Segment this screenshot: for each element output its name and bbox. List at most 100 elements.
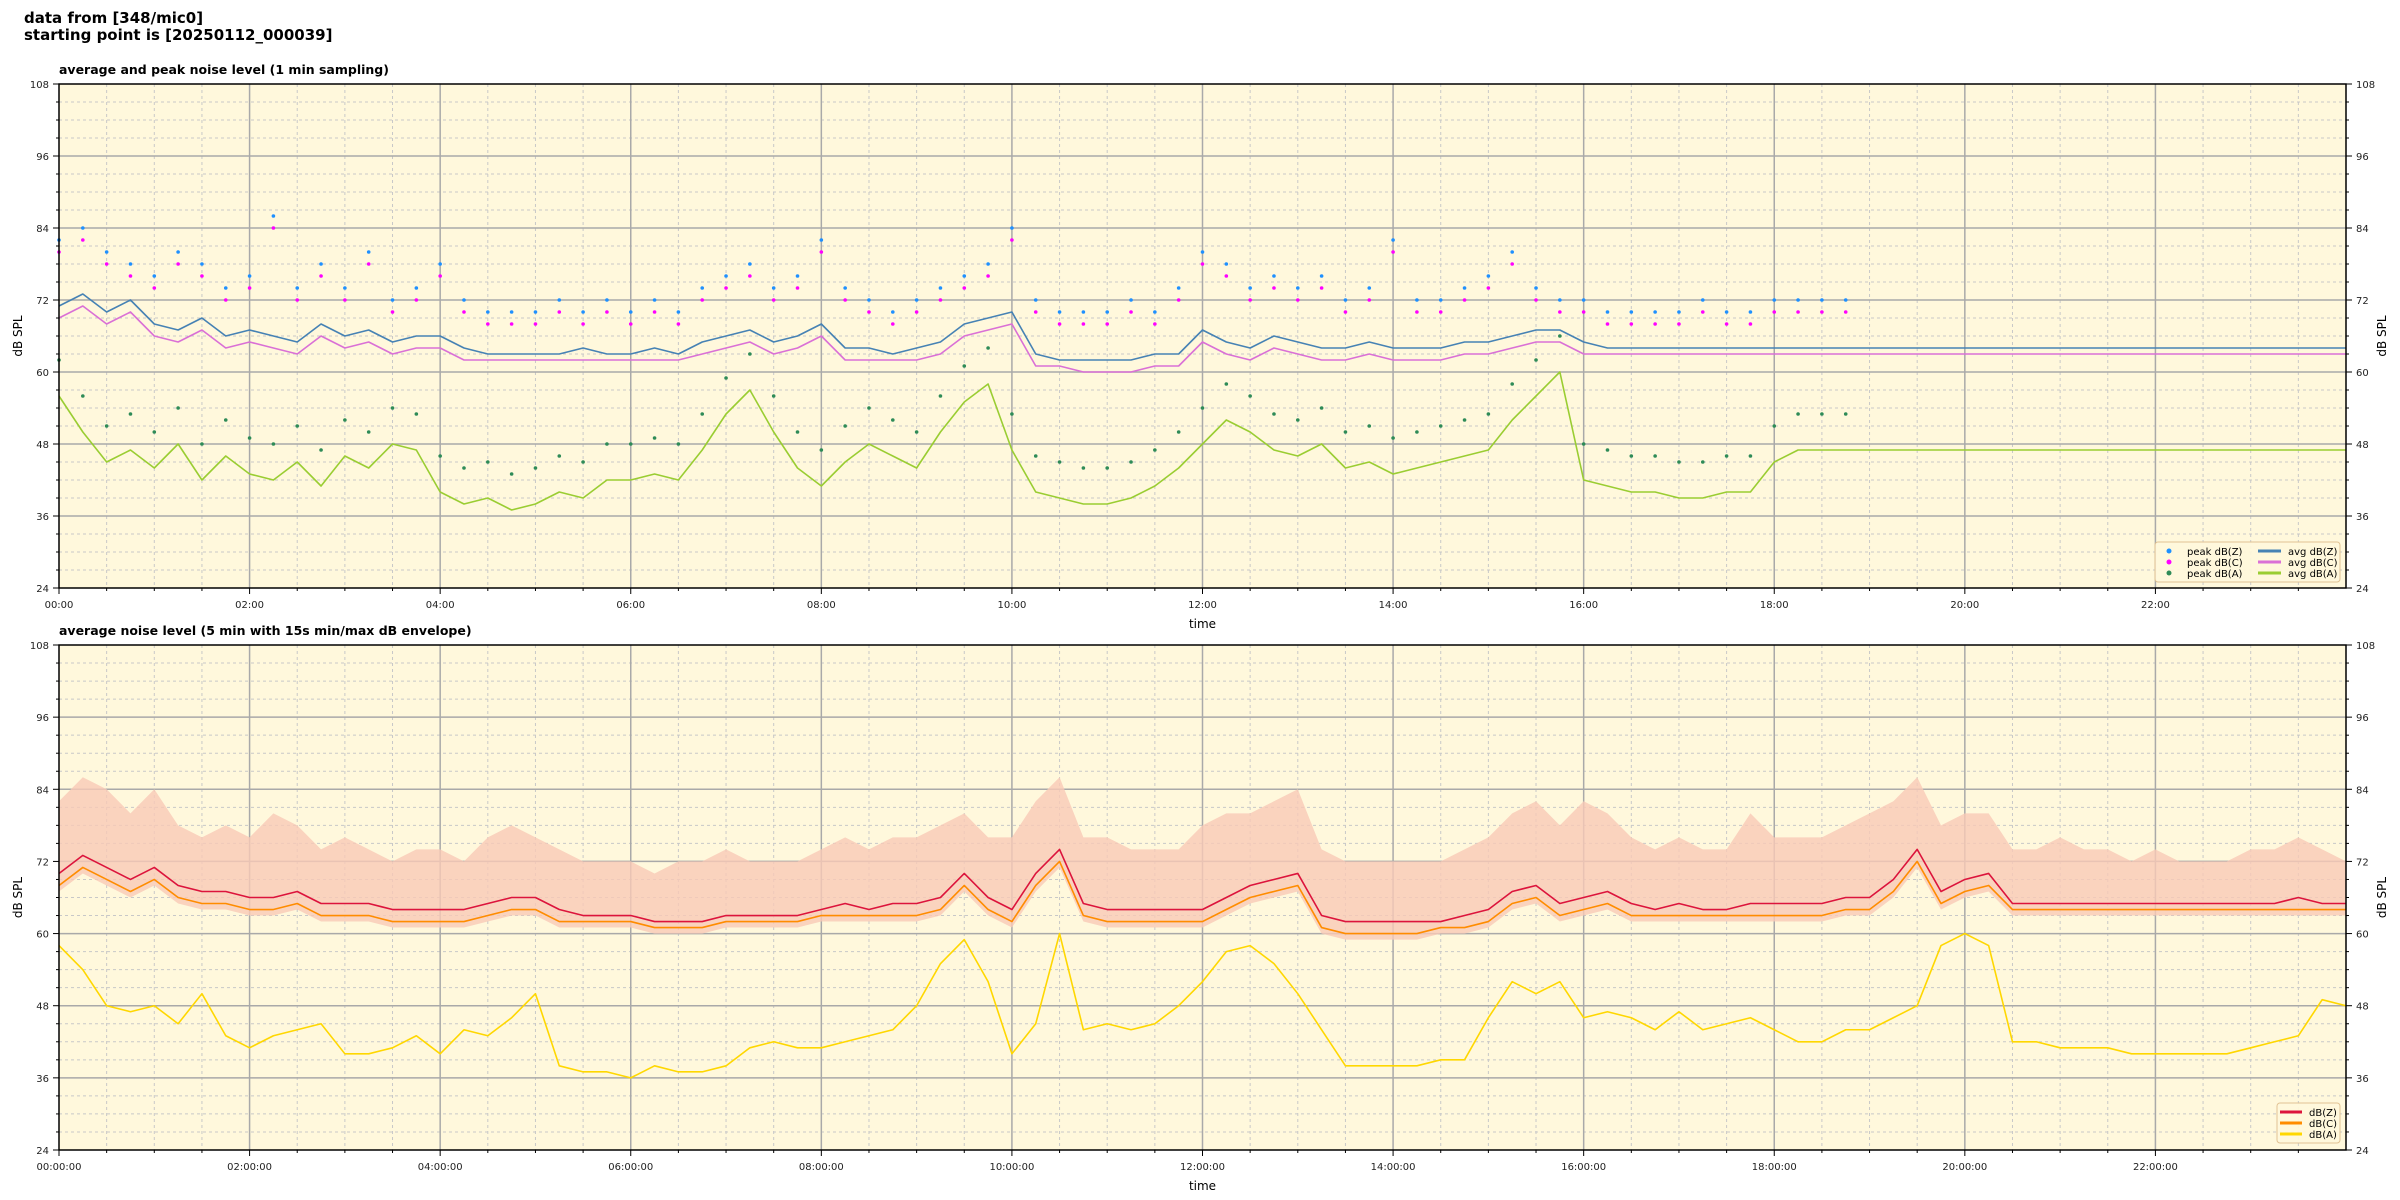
peak-point bbox=[1438, 424, 1443, 428]
peak-point bbox=[223, 286, 228, 290]
peak-point bbox=[1558, 310, 1562, 314]
series-line-db-z- bbox=[58, 848, 2346, 923]
peak-point bbox=[843, 286, 847, 290]
peak-point bbox=[1843, 310, 1848, 314]
peak-point bbox=[652, 298, 657, 302]
peak-point bbox=[1391, 238, 1395, 242]
peak-point bbox=[1343, 430, 1348, 434]
chart-title: average noise level (5 min with 15s min/… bbox=[59, 623, 472, 638]
peak-point bbox=[1534, 358, 1538, 362]
peak-point bbox=[1129, 298, 1133, 302]
header-source: data from [348/mic0] bbox=[24, 9, 204, 27]
y-axis-label-right: dB SPL bbox=[2375, 877, 2389, 919]
peak-point bbox=[1486, 412, 1491, 416]
peak-point bbox=[1176, 286, 1181, 290]
peak-point bbox=[1272, 286, 1276, 290]
peak-point bbox=[1295, 298, 1300, 302]
peak-point bbox=[557, 310, 562, 314]
x-tick-label: 06:00:00 bbox=[608, 1162, 653, 1173]
peak-point bbox=[128, 274, 133, 278]
peak-point bbox=[700, 286, 705, 290]
peak-point bbox=[795, 274, 800, 278]
peak-point bbox=[1677, 322, 1681, 326]
y-tick-label-left: 48 bbox=[36, 1002, 49, 1013]
peak-point bbox=[867, 406, 871, 410]
peak-point bbox=[867, 310, 871, 314]
peak-point bbox=[271, 442, 276, 446]
peak-point bbox=[1843, 298, 1848, 302]
series-line-avg-db-z- bbox=[58, 293, 2346, 361]
peak-point bbox=[652, 310, 657, 314]
legend-label: dB(Z) bbox=[2309, 1108, 2337, 1119]
peak-point bbox=[1105, 310, 1110, 314]
peak-point bbox=[605, 310, 609, 314]
peak-point bbox=[223, 418, 228, 422]
legend-marker bbox=[2166, 559, 2172, 565]
peak-point bbox=[1581, 442, 1586, 446]
y-tick-label-right: 96 bbox=[2356, 152, 2369, 163]
y-tick-label-left: 36 bbox=[36, 1074, 49, 1085]
peak-point bbox=[1033, 310, 1038, 314]
peak-point bbox=[1462, 418, 1467, 422]
peak-point bbox=[676, 310, 681, 314]
peak-point bbox=[724, 376, 728, 380]
peak-point bbox=[128, 412, 133, 416]
peak-point bbox=[771, 286, 776, 290]
peak-point bbox=[1629, 454, 1634, 458]
peak-point bbox=[462, 298, 466, 302]
peak-point bbox=[1605, 322, 1610, 326]
y-axis-label-left: dB SPL bbox=[11, 877, 25, 919]
legend: dB(Z)dB(C)dB(A) bbox=[2276, 1102, 2341, 1144]
peak-point bbox=[343, 286, 347, 290]
peak-point bbox=[1319, 274, 1324, 278]
peak-point bbox=[81, 226, 85, 230]
peak-point bbox=[1010, 412, 1014, 416]
legend-marker bbox=[2166, 570, 2172, 576]
peak-point bbox=[1772, 298, 1777, 302]
y-tick-label-right: 48 bbox=[2356, 1002, 2369, 1013]
y-tick-label-left: 108 bbox=[30, 641, 49, 652]
legend-label: peak dB(C) bbox=[2187, 558, 2243, 569]
peak-point bbox=[319, 262, 323, 266]
peak-point bbox=[81, 394, 85, 398]
peak-point bbox=[1605, 310, 1610, 314]
x-tick-label: 22:00 bbox=[2141, 600, 2170, 611]
peak-point bbox=[1534, 298, 1538, 302]
y-tick-label-right: 60 bbox=[2356, 930, 2369, 941]
peak-point bbox=[1438, 298, 1443, 302]
legend-label: dB(A) bbox=[2309, 1130, 2337, 1141]
y-tick-label-right: 84 bbox=[2356, 785, 2369, 796]
peak-point bbox=[914, 310, 919, 314]
y-tick-label-left: 24 bbox=[36, 1146, 49, 1157]
peak-point bbox=[223, 298, 228, 302]
peak-point bbox=[104, 424, 109, 428]
x-tick-label: 18:00 bbox=[1760, 600, 1789, 611]
y-tick-label-right: 108 bbox=[2356, 80, 2375, 91]
peak-point bbox=[962, 286, 967, 290]
peak-point bbox=[1272, 412, 1276, 416]
peak-point bbox=[1629, 310, 1634, 314]
y-tick-label-right: 36 bbox=[2356, 1074, 2369, 1085]
peak-point bbox=[1367, 298, 1372, 302]
peak-point bbox=[1224, 262, 1229, 266]
peak-point bbox=[1462, 286, 1467, 290]
y-tick-label-right: 48 bbox=[2356, 440, 2369, 451]
peak-point bbox=[1486, 274, 1491, 278]
y-tick-label-left: 60 bbox=[36, 930, 49, 941]
y-tick-label-left: 84 bbox=[36, 224, 49, 235]
peak-point bbox=[1462, 298, 1467, 302]
page-header: data from [348/mic0] starting point is [… bbox=[24, 10, 332, 44]
peak-point bbox=[1081, 466, 1086, 470]
peak-point bbox=[533, 310, 538, 314]
peak-point bbox=[104, 250, 109, 254]
peak-point bbox=[1033, 298, 1038, 302]
peak-point bbox=[1724, 454, 1729, 458]
x-tick-label: 20:00:00 bbox=[1942, 1162, 1987, 1173]
peak-point bbox=[1319, 286, 1324, 290]
peak-point bbox=[700, 298, 705, 302]
y-tick-label-right: 24 bbox=[2356, 584, 2369, 595]
peak-point bbox=[1176, 298, 1181, 302]
peak-point bbox=[1748, 322, 1753, 326]
peak-point bbox=[414, 286, 419, 290]
